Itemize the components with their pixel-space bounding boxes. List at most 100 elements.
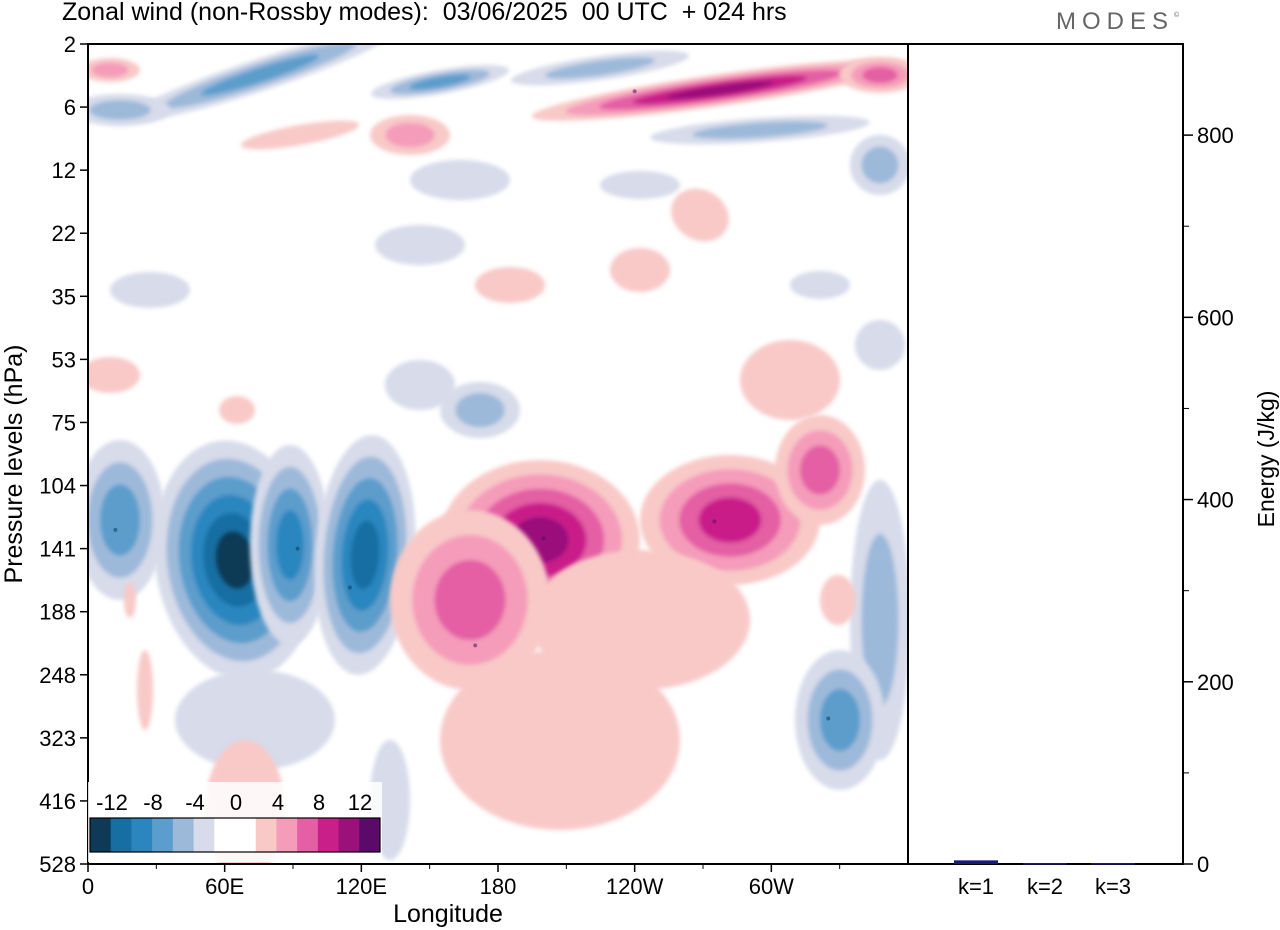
y-tick-label: 141 (39, 537, 76, 562)
field-region-band (671, 188, 729, 242)
field-region (410, 160, 510, 200)
y-axis-label: Pressure levels (hPa) (0, 345, 28, 584)
field-region (88, 440, 165, 600)
field-core-marker (826, 716, 831, 721)
field-region-band (692, 121, 828, 139)
field-region (510, 50, 690, 86)
field-region-band (215, 531, 255, 589)
field-region (390, 510, 550, 690)
y-tick-label: 104 (39, 474, 76, 499)
colorbar-swatch (90, 818, 112, 852)
y-tick-label: 6 (64, 95, 76, 120)
field-region (385, 360, 455, 410)
field-core-marker (541, 536, 546, 541)
y-tick-label: 188 (39, 600, 76, 625)
colorbar-swatch (359, 818, 381, 852)
field-region (795, 650, 885, 790)
field-region (775, 415, 865, 525)
brand-mark: © (1174, 12, 1180, 19)
field-core-marker (473, 643, 478, 648)
field-core-marker (347, 585, 352, 590)
y-tick-label: 528 (39, 852, 76, 877)
x-axis-label: Longitude (393, 900, 503, 928)
field-region (840, 57, 908, 93)
field-region-band (530, 550, 750, 690)
field-region-band (200, 54, 320, 96)
field-region-band (820, 575, 856, 625)
brand-logo: MODES© (1056, 8, 1179, 36)
field-region-band (124, 582, 136, 618)
energy-tick-label: 800 (1197, 123, 1234, 148)
colorbar-label: 12 (348, 790, 372, 815)
energy-panel-border (907, 43, 1184, 865)
field-region-band (175, 670, 335, 770)
colorbar-label: 8 (313, 790, 325, 815)
field-region (88, 94, 170, 126)
colorbar-swatch (297, 818, 319, 852)
colorbar-swatch (193, 818, 215, 852)
field-region-band (409, 74, 471, 90)
field-region-band (800, 445, 840, 495)
field-region (475, 267, 545, 303)
energy-tick-label: 600 (1197, 305, 1234, 330)
field-region (530, 550, 750, 690)
field-region-band (455, 392, 505, 428)
field-region-band (276, 510, 304, 580)
y-tick-label: 12 (52, 158, 76, 183)
field-region-band (475, 267, 545, 303)
field-region-band (88, 357, 140, 393)
field-region (650, 115, 870, 145)
field-core-marker (295, 546, 300, 551)
colorbar-swatch (276, 818, 298, 852)
colorbar-swatch (172, 818, 195, 852)
field-region-band (820, 688, 860, 752)
colorbar: -12 -8 -4 0 4 8 12 (88, 782, 382, 862)
field-region-band (375, 225, 465, 265)
field-region-band (861, 533, 899, 707)
energy-category-label: k=2 (1027, 874, 1063, 899)
colorbar-swatch (152, 818, 174, 852)
x-tick-label: 60W (749, 874, 794, 899)
field-region (371, 65, 509, 99)
colorbar-label: 4 (272, 790, 284, 815)
field-core-marker (712, 519, 717, 524)
field-core-marker (113, 527, 118, 532)
field-core-marker (632, 89, 637, 94)
field-region (175, 670, 335, 770)
field-region (531, 59, 908, 121)
energy-bar (1023, 863, 1067, 865)
colorbar-label: -12 (96, 790, 128, 815)
field-region (124, 582, 136, 618)
field-region (375, 225, 465, 265)
energy-category-label: k=3 (1095, 874, 1131, 899)
energy-bar (954, 860, 998, 864)
y-tick-label: 248 (39, 663, 76, 688)
field-region-band (385, 122, 435, 148)
field-region (250, 445, 330, 645)
colorbar-swatch (214, 818, 236, 852)
x-tick-label: 60E (205, 874, 244, 899)
wind-field (88, 44, 908, 864)
field-region (790, 271, 850, 299)
field-region-band (440, 650, 680, 830)
field-region (640, 455, 820, 585)
energy-bar (1091, 863, 1135, 865)
field-region (600, 171, 680, 199)
field-region-band (100, 484, 140, 556)
field-region-band (740, 340, 840, 420)
energy-axis-label: Energy (J/kg) (1253, 391, 1279, 528)
y-tick-label: 323 (39, 726, 76, 751)
field-region-band (545, 57, 655, 79)
field-region-band (410, 160, 510, 200)
colorbar-label: -8 (143, 790, 163, 815)
brand-text: MODES (1056, 8, 1175, 35)
field-region-band (219, 396, 255, 424)
field-region (314, 435, 416, 675)
y-tick-label: 416 (39, 789, 76, 814)
x-tick-label: 180 (480, 874, 517, 899)
field-region (88, 58, 140, 82)
field-region-band (698, 497, 762, 543)
field-region-band (862, 67, 898, 83)
